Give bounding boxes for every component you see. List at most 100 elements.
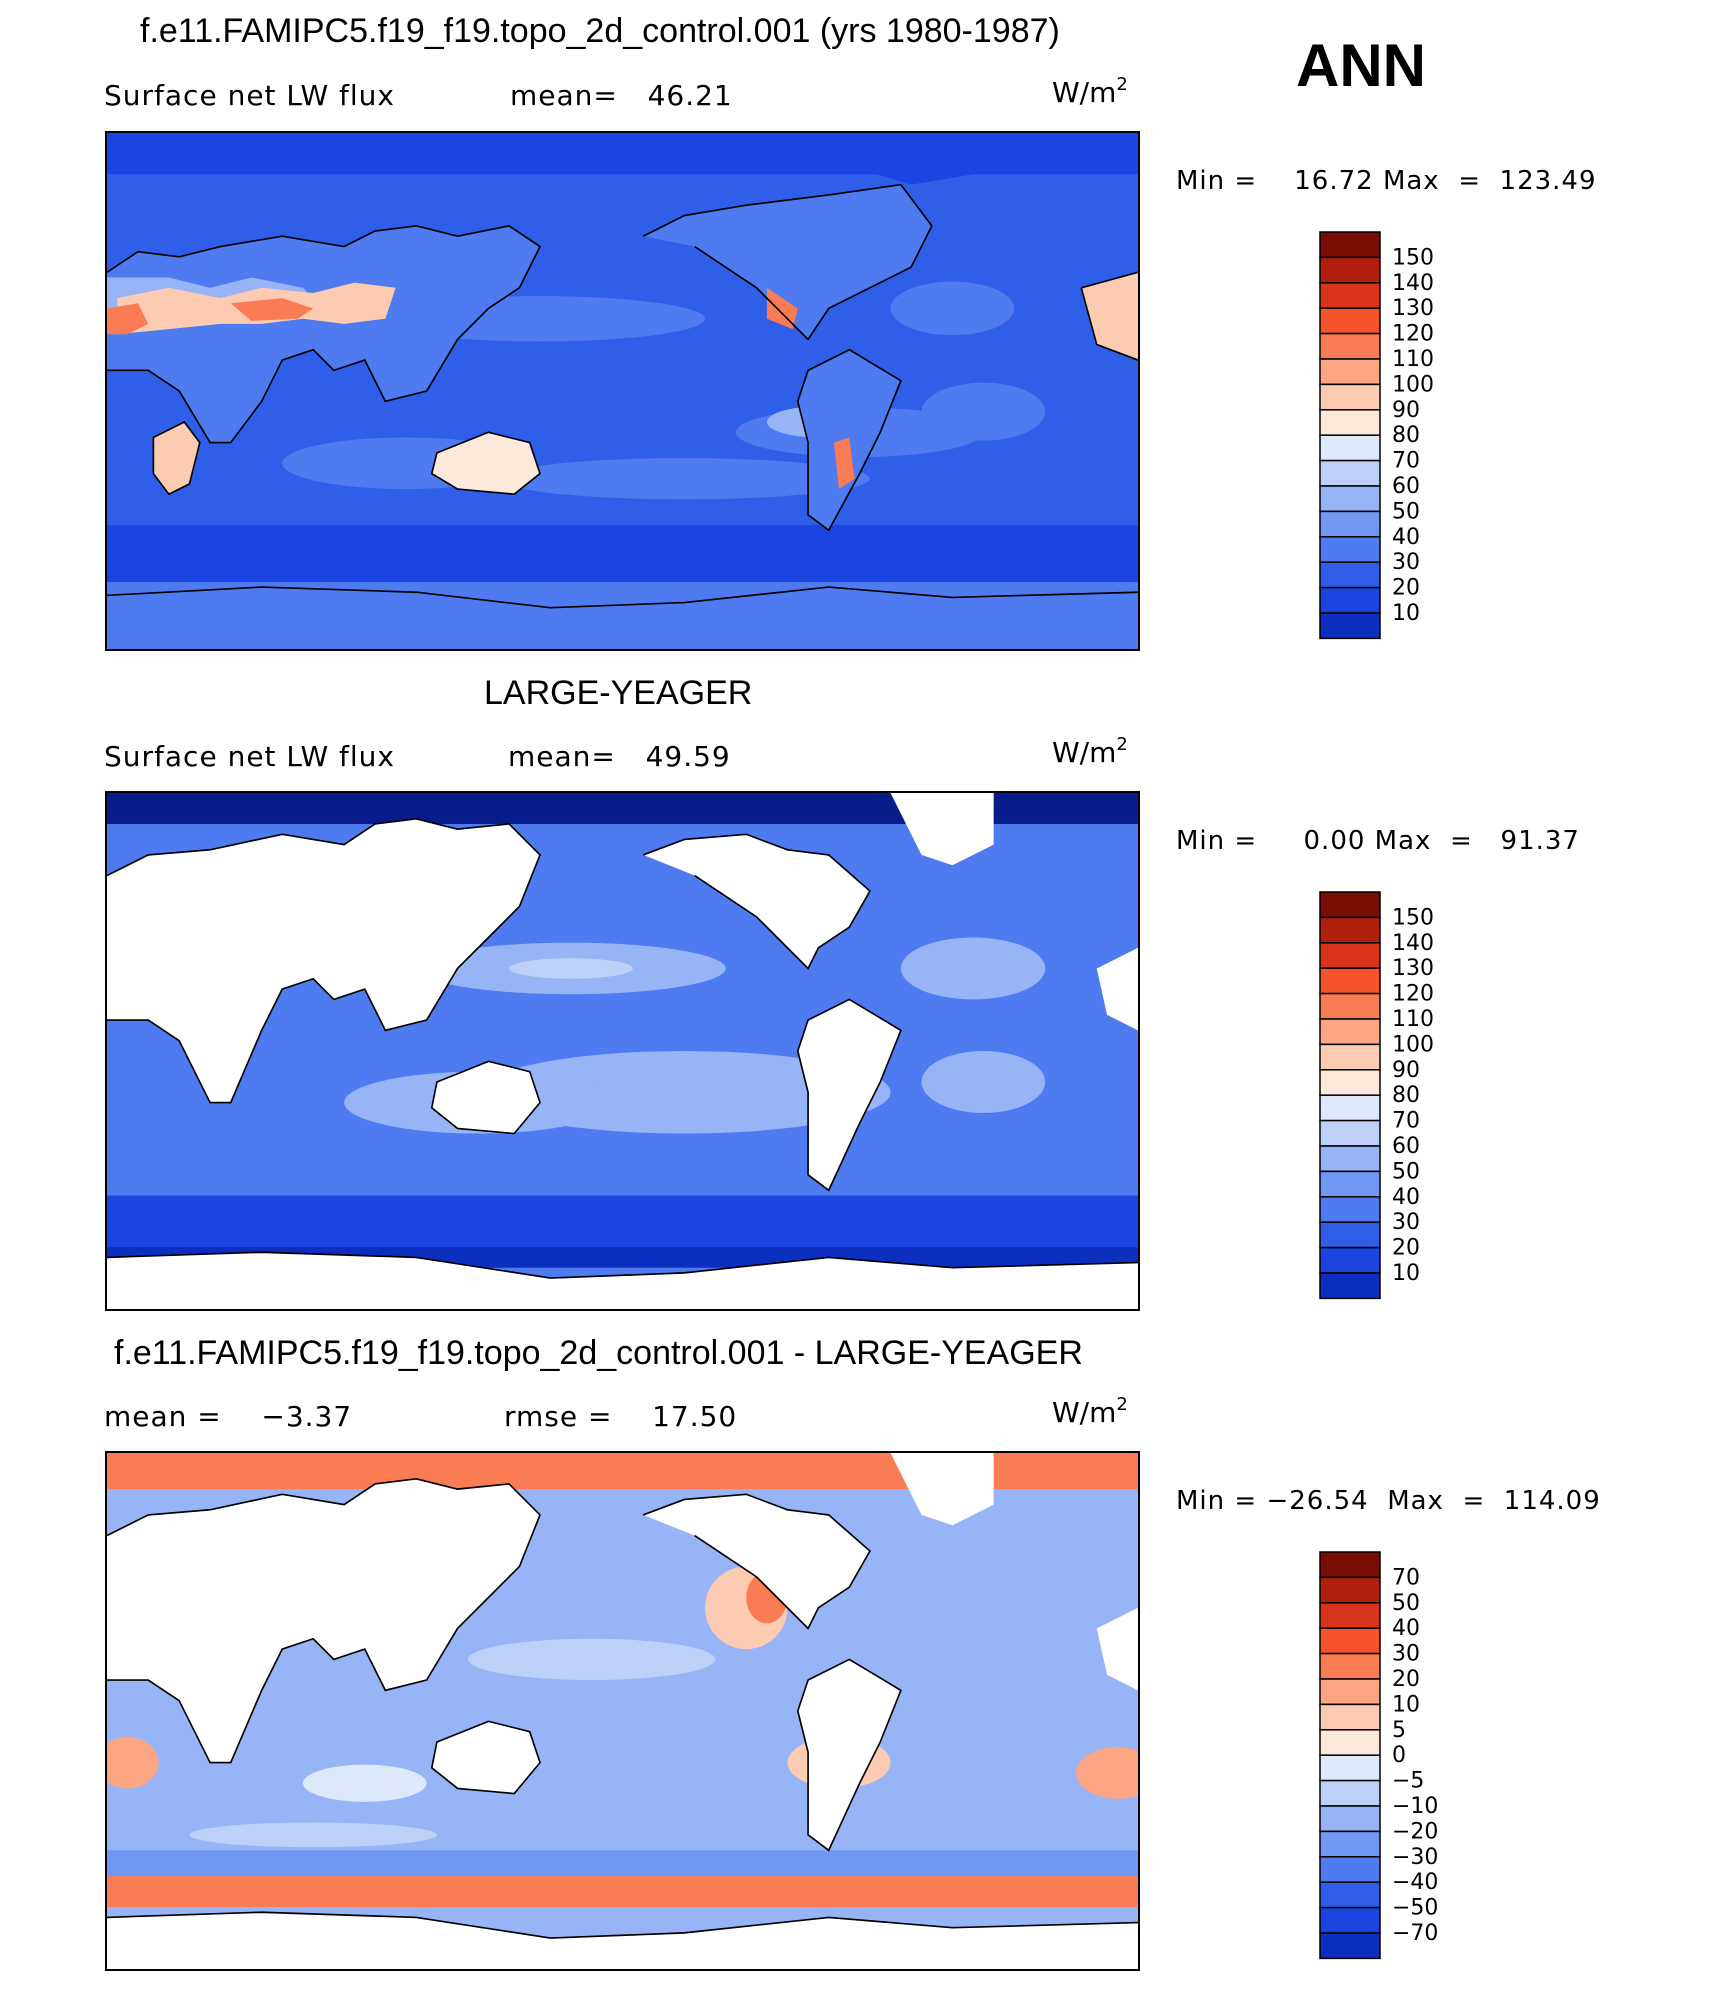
colorbar-box xyxy=(1319,1018,1381,1046)
colorbar-label: 50 xyxy=(1392,1159,1420,1184)
colorbar-label: 30 xyxy=(1392,550,1420,575)
panel-3-colorbar-boxes xyxy=(1319,1551,1381,1960)
colorbar-label: 140 xyxy=(1392,931,1434,956)
colorbar-box xyxy=(1319,1145,1381,1173)
colorbar-box xyxy=(1319,434,1381,462)
colorbar-label: 30 xyxy=(1392,1642,1420,1667)
colorbar-box xyxy=(1319,1221,1381,1249)
natl-subtrop xyxy=(900,937,1046,1000)
colorbar-label: 20 xyxy=(1392,1236,1420,1261)
colorbar-label: 110 xyxy=(1392,347,1434,372)
colorbar-label: 20 xyxy=(1392,1667,1420,1692)
colorbar-box xyxy=(1319,409,1381,436)
colorbar-label: −30 xyxy=(1392,1845,1438,1870)
colorbar-label: 150 xyxy=(1392,245,1434,270)
colorbar-box xyxy=(1319,1576,1381,1604)
panel-1-variable-label: Surface net LW flux xyxy=(104,79,395,112)
panel-1-colorbar-boxes xyxy=(1319,231,1381,640)
panel-1-colorbar: 150 140 130 120 110 100 90 80 70 60 50 40 30 20 10 xyxy=(1318,230,1458,640)
atacama-hot xyxy=(833,437,855,490)
colorbar-label: 90 xyxy=(1392,1058,1420,1083)
colorbar-box xyxy=(1319,1652,1381,1680)
colorbar-box xyxy=(1319,1932,1381,1960)
colorbar-label: −20 xyxy=(1392,1819,1438,1844)
colorbar-label: 120 xyxy=(1392,982,1434,1007)
colorbar-box xyxy=(1319,1805,1381,1833)
colorbar-box xyxy=(1319,383,1381,411)
southern-ocean-band xyxy=(107,525,1138,582)
sw-usa-hot xyxy=(766,287,798,330)
panel-1-map xyxy=(105,131,1140,651)
colorbar-label: 60 xyxy=(1392,474,1420,499)
panel-2-variable-label: Surface net LW flux xyxy=(104,740,395,773)
colorbar-label: 20 xyxy=(1392,576,1420,601)
australia-warm xyxy=(431,432,541,495)
colorbar-box xyxy=(1319,1881,1381,1909)
eurasia-africa-land xyxy=(107,225,541,443)
colorbar-box xyxy=(1319,256,1381,284)
panel-3-minmax: Min = −26.54 Max = 114.09 xyxy=(1176,1486,1601,1516)
colorbar-label: 120 xyxy=(1392,322,1434,347)
colorbar-box xyxy=(1319,307,1381,335)
colorbar-label: 80 xyxy=(1392,423,1420,448)
panel-3-title: f.e11.FAMIPC5.f19_f19.topo_2d_control.00… xyxy=(114,1334,1083,1372)
spac-subtrop xyxy=(498,458,870,500)
colorbar-label: 30 xyxy=(1392,1210,1420,1235)
land-masses xyxy=(107,1453,1138,1969)
colorbar-box xyxy=(1319,916,1381,944)
colorbar-box xyxy=(1319,967,1381,995)
panel-1-title: f.e11.FAMIPC5.f19_f19.topo_2d_control.00… xyxy=(140,12,1060,50)
colorbar-label: −70 xyxy=(1392,1921,1438,1946)
colorbar-box xyxy=(1319,1703,1381,1731)
npac-light xyxy=(509,958,633,979)
southern-ocean-band xyxy=(107,1195,1138,1248)
panel-2-map xyxy=(105,791,1140,1311)
colorbar-label: 70 xyxy=(1392,1565,1420,1590)
colorbar-box xyxy=(1319,1170,1381,1198)
colorbar-box xyxy=(1319,942,1381,969)
southern-africa-warm xyxy=(153,421,200,495)
colorbar-box xyxy=(1319,1069,1381,1096)
colorbar-box xyxy=(1319,459,1381,487)
panel-2-colorbar-boxes xyxy=(1319,891,1381,1300)
colorbar-label: 0 xyxy=(1392,1743,1406,1768)
colorbar-label: 40 xyxy=(1392,525,1420,550)
colorbar-label: 60 xyxy=(1392,1134,1420,1159)
colorbar-box xyxy=(1319,1119,1381,1147)
colorbar-label: −5 xyxy=(1392,1769,1424,1794)
panel-2-map-svg xyxy=(107,793,1138,1309)
left-edge-warm xyxy=(107,1736,159,1789)
colorbar-box xyxy=(1319,231,1381,259)
colorbar-box xyxy=(1319,1779,1381,1807)
colorbar-label: 140 xyxy=(1392,271,1434,296)
coastlines xyxy=(107,1477,1138,1939)
season-label: ANN xyxy=(1296,32,1426,99)
colorbar-label: 50 xyxy=(1392,499,1420,524)
panel-2-mean-label: mean= 49.59 xyxy=(508,740,731,773)
colorbar-label: 70 xyxy=(1392,1109,1420,1134)
south-indian-light xyxy=(189,1822,437,1848)
colorbar-box xyxy=(1319,536,1381,563)
panel-3-units: W/m2 xyxy=(1052,1394,1128,1429)
colorbar-box xyxy=(1319,1094,1381,1122)
colorbar-box xyxy=(1319,485,1381,513)
colorbar-label: −10 xyxy=(1392,1794,1438,1819)
colorbar-label: 80 xyxy=(1392,1083,1420,1108)
panel-3-mean-label: mean = −3.37 xyxy=(104,1400,353,1433)
colorbar-box xyxy=(1319,1830,1381,1858)
panel-1-minmax: Min = 16.72 Max = 123.49 xyxy=(1176,166,1597,196)
colorbar-box xyxy=(1319,1856,1381,1883)
colorbar-label: 10 xyxy=(1392,601,1420,626)
colorbar-label: 150 xyxy=(1392,905,1434,930)
colorbar-box xyxy=(1319,1627,1381,1655)
panel-2-title: LARGE-YEAGER xyxy=(484,674,753,712)
colorbar-label: −50 xyxy=(1392,1896,1438,1921)
colorbar-box xyxy=(1319,612,1381,640)
colorbar-label: 100 xyxy=(1392,1032,1434,1057)
colorbar-label: 10 xyxy=(1392,1692,1420,1717)
colorbar-box xyxy=(1319,282,1381,309)
